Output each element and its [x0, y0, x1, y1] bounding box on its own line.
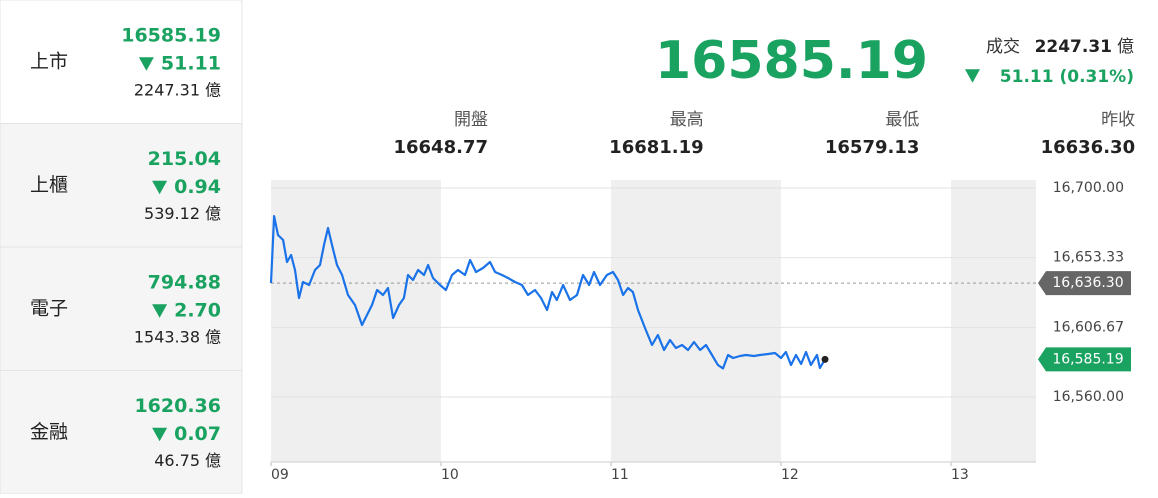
market-volume: 2247.31 — [134, 81, 200, 100]
x-tick-label: 09 — [271, 467, 289, 483]
stat-value: 16636.30 — [1041, 137, 1136, 158]
price-line — [269, 215, 826, 370]
x-tick-label: 12 — [781, 467, 799, 483]
y-tick-label: 16,653.33 — [1053, 250, 1124, 266]
stat-label: 開盤 — [454, 110, 488, 130]
big-price: 16585.19 — [655, 31, 928, 91]
x-tick-label: 10 — [441, 467, 459, 483]
unit: 億 — [205, 204, 221, 223]
unit: 億 — [205, 328, 221, 347]
market-price: 794.88 — [148, 272, 221, 294]
market-tab[interactable]: 電子 794.88 2.70 億 1543.38 — [0, 246, 243, 371]
stat-label: 昨收 — [1101, 110, 1135, 130]
stat-value: 16648.77 — [393, 137, 488, 158]
down-arrow — [152, 427, 168, 442]
reference-label-bg — [1038, 271, 1131, 296]
tab-bg — [0, 0, 243, 124]
tab-bg — [0, 123, 243, 248]
stat-label: 最低 — [885, 110, 919, 130]
unit: 億 — [1117, 37, 1134, 57]
unit: 億 — [205, 81, 221, 100]
stat-value: 16681.19 — [609, 137, 704, 158]
volume-label: 成交 — [986, 37, 1020, 57]
down-arrow — [152, 180, 168, 195]
header-change: 51.11 (0.31%) — [1000, 67, 1134, 87]
hour-band — [271, 180, 441, 462]
tab-bg — [0, 370, 243, 495]
x-tick-label: 11 — [611, 467, 629, 483]
market-tab[interactable]: 上市 16585.19 51.11 億 2247.31 — [0, 0, 243, 124]
y-tick-label: 16,560.00 — [1053, 389, 1124, 405]
stat-value: 16579.13 — [825, 137, 920, 158]
last-label: 16,585.19 — [1052, 351, 1123, 367]
market-change: 51.11 — [161, 53, 221, 75]
hour-band — [951, 180, 1036, 462]
market-price: 16585.19 — [121, 25, 221, 47]
down-arrow — [965, 69, 980, 83]
market-volume: 1543.38 — [134, 328, 200, 347]
hour-band — [611, 180, 781, 462]
market-volume: 539.12 — [144, 204, 200, 223]
y-tick-label: 16,700.00 — [1053, 180, 1124, 196]
unit: 億 — [205, 451, 221, 470]
last-point — [821, 355, 829, 363]
market-name: 電子 — [30, 298, 68, 320]
down-arrow — [152, 304, 168, 318]
market-volume: 46.75 — [154, 451, 200, 470]
market-name: 金融 — [30, 421, 68, 443]
y-tick-label: 16,606.67 — [1053, 319, 1124, 335]
market-price: 215.04 — [148, 148, 221, 170]
x-tick-label: 13 — [951, 467, 969, 483]
market-change: 2.70 — [174, 300, 221, 322]
market-name: 上市 — [30, 51, 68, 73]
down-arrow — [138, 57, 154, 71]
header-volume: 2247.31 — [1035, 37, 1112, 57]
last-label-bg — [1038, 347, 1131, 372]
market-change: 0.07 — [174, 423, 221, 445]
market-tab[interactable]: 金融 1620.36 0.07 億 46.75 — [0, 370, 243, 495]
market-name: 上櫃 — [30, 174, 68, 196]
market-price: 1620.36 — [134, 395, 221, 417]
market-change: 0.94 — [174, 176, 221, 198]
stat-label: 最高 — [670, 110, 704, 130]
market-tab[interactable]: 上櫃 215.04 0.94 億 539.12 — [0, 123, 243, 248]
reference-label: 16,636.30 — [1052, 275, 1123, 291]
